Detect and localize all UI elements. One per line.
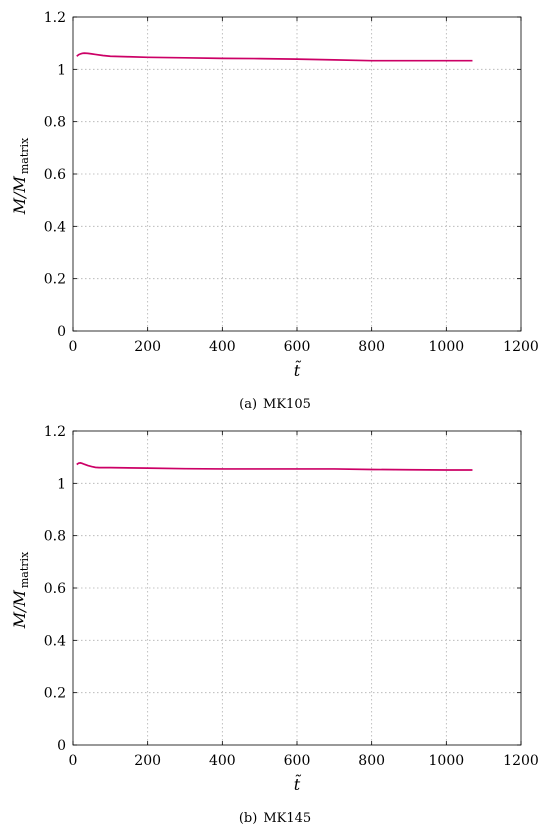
y-tick-label: 1 — [57, 476, 66, 492]
x-tick-label: 600 — [284, 753, 311, 769]
x-axis-label: t̃ — [294, 360, 302, 380]
y-tick-label: 0.2 — [44, 272, 66, 288]
x-tick-label: 1200 — [503, 753, 539, 769]
y-tick-label: 1.2 — [44, 424, 66, 440]
caption-name: MK145 — [263, 811, 311, 826]
x-tick-label: 200 — [134, 753, 161, 769]
y-tick-label: 0.4 — [44, 633, 66, 649]
y-axis-label-main: M/M — [10, 176, 29, 216]
x-tick-label: 1200 — [503, 339, 539, 355]
y-tick-label: 0.2 — [44, 686, 66, 702]
x-tick-label: 200 — [134, 339, 161, 355]
x-tick-label: 0 — [69, 753, 78, 769]
caption-name: MK105 — [263, 397, 311, 412]
y-tick-label: 0.8 — [44, 115, 66, 131]
figure-caption: (b) MK145 — [239, 811, 311, 826]
y-tick-label: 0.4 — [44, 219, 66, 235]
x-tick-label: 400 — [209, 753, 236, 769]
y-tick-label: 0 — [57, 738, 66, 754]
y-axis-label-main: M/M — [10, 590, 29, 630]
y-tick-label: 0.6 — [44, 167, 66, 183]
series-line — [76, 462, 473, 471]
series-line — [76, 52, 473, 62]
x-tick-label: 600 — [284, 339, 311, 355]
chart-panel-b: 0 200 400 600 800 1000 1200 0 0.2 0.4 0.6 0.8 1 1.2 t̃… — [10, 424, 539, 826]
x-tick-label: 800 — [358, 753, 385, 769]
figure-caption: (a) MK105 — [239, 397, 311, 412]
caption-tag: (b) — [239, 811, 257, 826]
caption-tag: (a) — [239, 397, 257, 412]
y-axis-label: M/M matrix — [10, 137, 31, 215]
y-axis-label-subscript: matrix — [18, 551, 31, 588]
x-tick-label: 800 — [358, 339, 385, 355]
chart-panel-a: 0 200 400 600 800 1000 1200 0 0.2 0.4 0.6 0.8 1 1.2 t̃… — [10, 10, 539, 412]
y-axis-label: M/M matrix — [10, 551, 31, 629]
y-tick-label: 0 — [57, 324, 66, 340]
y-tick-label: 0.6 — [44, 581, 66, 597]
x-tick-label: 0 — [69, 339, 78, 355]
y-tick-label: 1.2 — [44, 10, 66, 26]
x-axis-label: t̃ — [294, 774, 302, 794]
x-tick-label: 1000 — [429, 753, 465, 769]
x-tick-label: 400 — [209, 339, 236, 355]
y-tick-label: 0.8 — [44, 529, 66, 545]
x-tick-label: 1000 — [429, 339, 465, 355]
y-axis-label-subscript: matrix — [18, 137, 31, 174]
y-tick-label: 1 — [57, 62, 66, 78]
